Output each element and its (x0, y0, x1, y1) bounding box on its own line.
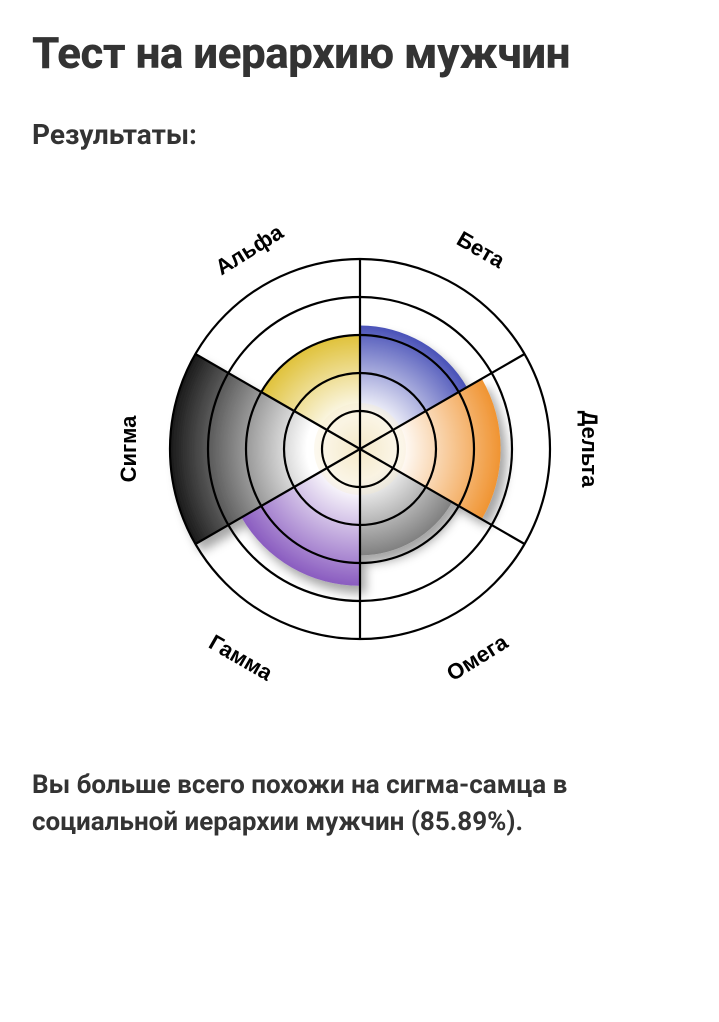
label-sigma: Сигма (115, 415, 140, 483)
hierarchy-chart: Альфа Бета Дельта Омега Гамма Сигма (32, 189, 687, 709)
result-summary: Вы больше всего похожи на сигма-самца в … (32, 767, 687, 841)
label-alpha: Альфа (210, 219, 287, 280)
results-heading: Результаты: (32, 118, 687, 151)
label-omega: Омега (442, 629, 513, 686)
label-gamma: Гамма (204, 629, 277, 685)
label-delta: Дельта (577, 411, 602, 489)
polar-chart-svg: Альфа Бета Дельта Омега Гамма Сигма (80, 189, 640, 709)
page-title: Тест на иерархию мужчин (32, 28, 687, 80)
label-beta: Бета (452, 226, 509, 273)
